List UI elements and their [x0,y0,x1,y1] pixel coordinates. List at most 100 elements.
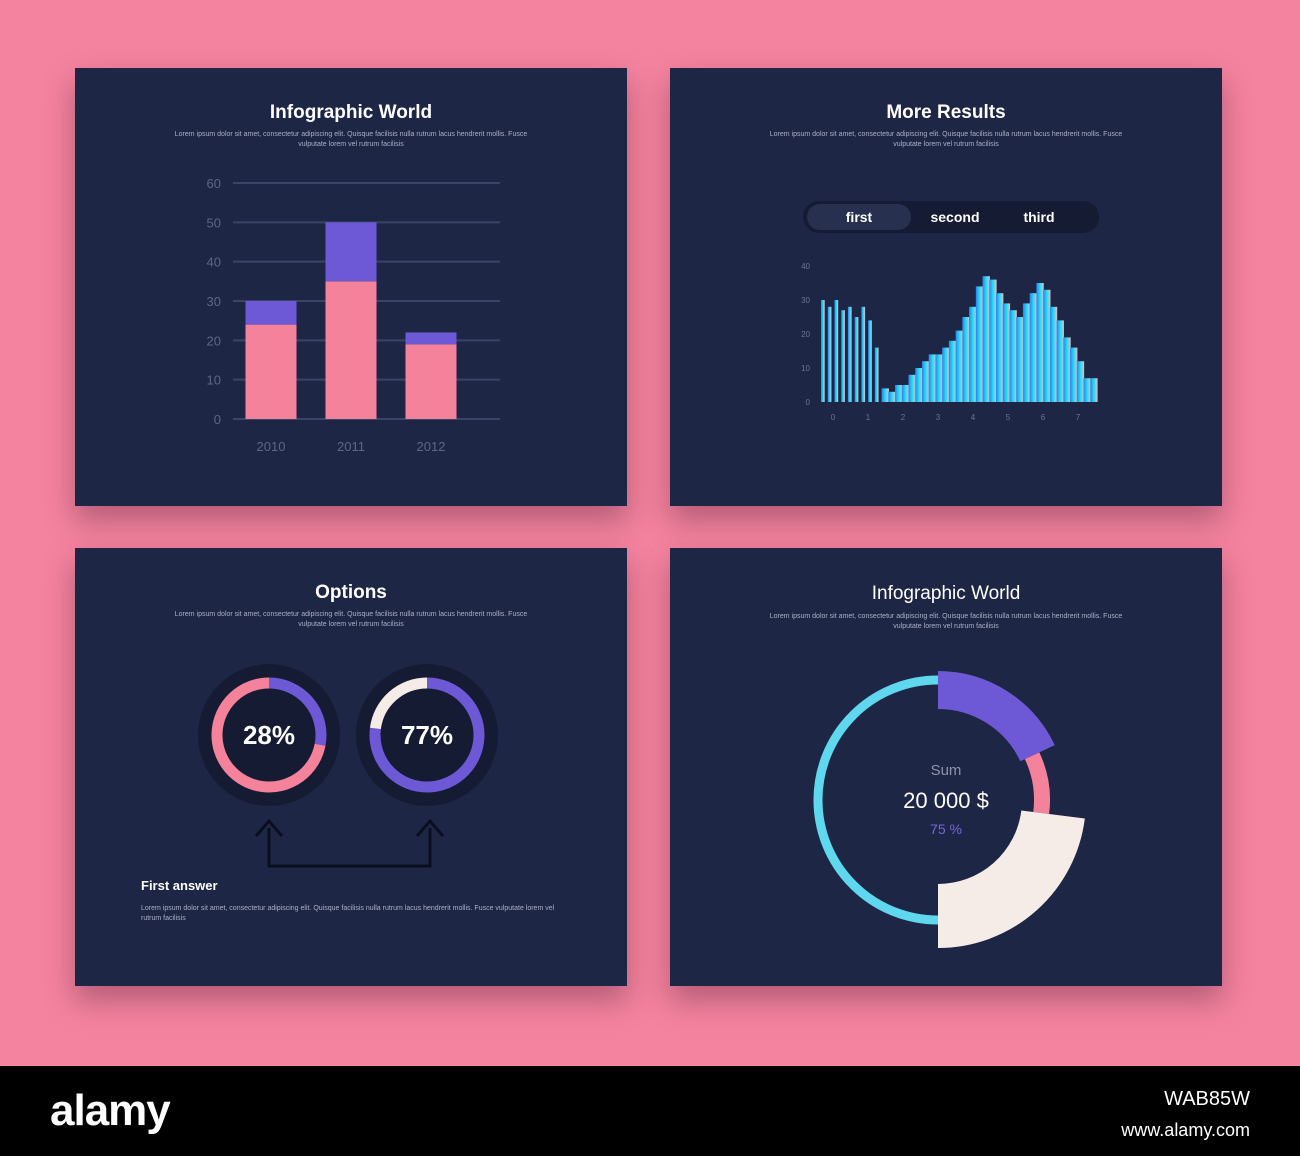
section-text: Lorem ipsum dolor sit amet, consectetur … [141,905,555,922]
hist-bar [1043,289,1051,402]
options-donuts [198,664,498,868]
panel-title: Infographic World [871,583,1021,604]
hist-bar [874,347,879,402]
y-tick-label: 20 [801,330,810,339]
hist-bar [942,347,950,402]
y-tick-label: 40 [801,262,810,271]
image-id: WAB85W [1164,1088,1250,1110]
tab-second[interactable]: second [930,209,980,225]
sum-percent: 75 % [930,821,962,837]
x-tick-label: 5 [1006,413,1011,422]
hist-bar [982,276,990,402]
hist-bar [868,320,872,402]
arrow-head-left-icon [254,818,284,837]
sum-ring-segment-4 [813,675,939,925]
bar-2010-segment-2 [245,301,297,325]
hist-bar [1083,378,1091,402]
hist-bar [881,388,889,402]
histogram-chart: 0 10 20 30 40 0 1 2 3 4 5 6 7 [801,262,1098,422]
hist-bar [1056,320,1064,402]
x-tick-label: 7 [1076,413,1081,422]
x-tick-label: 0 [831,413,836,422]
hist-bar [1036,283,1044,402]
panel-subtitle: Lorem ipsum dolor sit amet, consectetur … [769,131,1123,148]
panel-more-results: More Results Lorem ipsum dolor sit amet,… [670,68,1222,506]
hist-bar [908,374,916,402]
bar-2012-segment-2 [405,332,457,345]
sum-value: 20 000 $ [903,788,989,813]
panel-title: Options [315,582,387,603]
section-title: First answer [141,878,218,893]
hist-bar [841,310,845,402]
panel-subtitle: Lorem ipsum dolor sit amet, consectetur … [174,611,528,628]
x-tick-label: 2012 [417,439,446,454]
x-tick-label: 2 [901,413,906,422]
stacked-bar-chart: 0 10 20 30 40 50 60 2010 2011 2012 [207,176,500,454]
hist-bar [861,306,866,402]
hist-bar [1002,303,1011,402]
tab-third[interactable]: third [1023,209,1055,225]
hist-bar [901,385,910,402]
hist-bar [975,286,984,402]
bar-2011-segment-2 [325,222,377,282]
bar-2010-segment-1 [245,324,297,419]
hist-bar [935,354,943,402]
sum-ring-segment-1 [937,671,1055,762]
watermark-footer: alamy WAB85W www.alamy.com [0,1066,1300,1156]
x-tick-label: 3 [936,413,941,422]
y-tick-label: 0 [214,412,221,427]
hist-bar [888,391,896,402]
hist-bar [1009,310,1017,402]
hist-bar [834,300,839,402]
hist-bar [1090,378,1098,402]
y-tick-label: 40 [207,255,221,270]
hist-bar [821,300,825,402]
hist-bar [989,279,997,402]
panel-subtitle: Lorem ipsum dolor sit amet, consectetur … [174,131,528,148]
alamy-logo: alamy [50,1086,171,1135]
y-tick-label: 60 [207,176,221,191]
bar-2012-segment-1 [405,344,457,419]
tab-first[interactable]: first [807,204,911,230]
donut-right-segment-2 [369,677,428,730]
panel-title: More Results [886,102,1006,123]
hist-bar [996,293,1004,402]
hist-bar [847,306,852,402]
donut-left-label: 28% [242,720,296,750]
x-tick-label: 1 [866,413,871,422]
hist-bar [921,361,930,402]
x-tick-label: 4 [971,413,976,422]
y-tick-label: 20 [207,333,221,348]
hist-bar [969,306,977,402]
hist-bar [1022,303,1031,402]
tab-bar: first second third [803,201,1099,233]
panel-title: Infographic World [269,102,433,123]
bar-2011-segment-1 [325,281,377,419]
hist-bar [948,340,957,402]
connector-arrow-line [267,828,432,868]
donut-right-label: 77% [400,720,454,750]
hist-bar [827,306,832,402]
y-tick-label: 10 [801,364,810,373]
donut-left-segment-1 [268,677,327,746]
hist-bar [1049,306,1058,402]
hist-bar [895,385,903,402]
sum-label: Sum [930,762,962,779]
panel-sum: Infographic World Lorem ipsum dolor sit … [670,548,1222,986]
hist-bar [1016,317,1024,402]
panel-options: Options Lorem ipsum dolor sit amet, cons… [75,548,627,986]
y-tick-label: 30 [801,296,810,305]
x-tick-label: 2011 [337,439,365,454]
hist-bar [955,330,963,402]
hist-bar [928,354,937,402]
x-tick-label: 6 [1041,413,1046,422]
y-tick-label: 30 [207,294,221,309]
hist-bar [1029,293,1038,402]
stock-url: www.alamy.com [1121,1120,1250,1140]
hist-bar [1076,361,1085,402]
panel-stacked-bar: Infographic World Lorem ipsum dolor sit … [75,68,627,506]
y-tick-label: 10 [207,373,221,388]
hist-bar [1063,337,1071,402]
sum-ring-segment-2 [1024,752,1050,815]
sum-ring-segment-3 [936,809,1085,948]
